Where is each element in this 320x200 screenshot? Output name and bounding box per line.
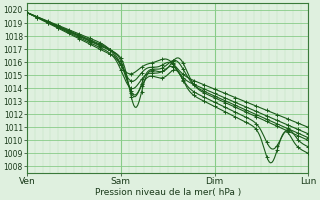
- X-axis label: Pression niveau de la mer( hPa ): Pression niveau de la mer( hPa ): [94, 188, 241, 197]
